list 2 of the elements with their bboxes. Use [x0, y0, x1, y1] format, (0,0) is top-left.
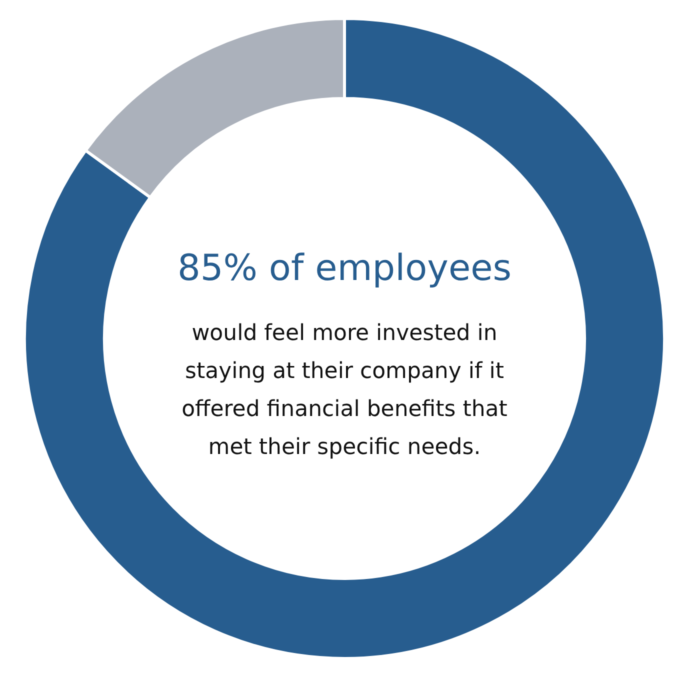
text: 85% of employees — [177, 248, 512, 289]
text: would feel more invested in staying at their company if it offered financial benefits that met their specific needs. — [182, 321, 508, 460]
